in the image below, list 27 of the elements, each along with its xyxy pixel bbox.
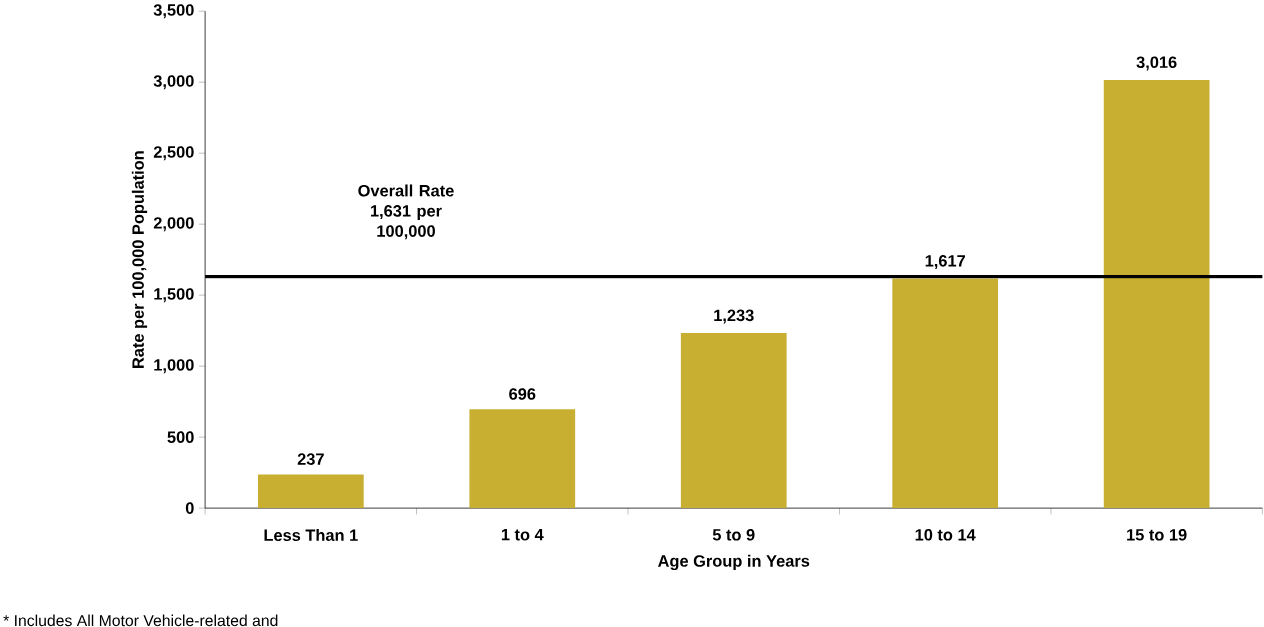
data-label: 1,617 xyxy=(925,254,965,269)
data-label: 1,233 xyxy=(714,309,754,324)
x-tick-label: Less Than 1 xyxy=(264,528,358,541)
y-tick-label: 3,000 xyxy=(153,75,194,89)
y-tick-label: 500 xyxy=(167,431,194,443)
bar xyxy=(892,278,999,508)
data-label: 3,016 xyxy=(1136,56,1177,71)
x-tick-label: 10 to 14 xyxy=(915,528,976,541)
x-tick-label: 15 to 19 xyxy=(1127,528,1187,541)
bar xyxy=(1103,79,1210,508)
y-tick-label: 3,500 xyxy=(153,4,194,18)
text: * Includes All Motor Vehicle-related and xyxy=(3,614,278,626)
x-tick-label: 5 to 9 xyxy=(712,528,755,541)
y-axis-title: Rate per 100,000 Population xyxy=(131,151,148,368)
data-label: 237 xyxy=(297,453,324,465)
y-tick-label: 0 xyxy=(185,502,194,514)
bar xyxy=(469,409,576,508)
ref-line-label: Overall Rate 1,631 per 100,000 xyxy=(358,184,454,240)
y-tick-label: 2,500 xyxy=(153,145,194,160)
bar xyxy=(257,474,364,508)
data-label: 696 xyxy=(509,387,536,400)
y-tick-label: 2,000 xyxy=(153,216,194,231)
x-tick-label: 1 to 4 xyxy=(501,528,544,541)
y-tick-label: 1,000 xyxy=(154,358,194,373)
y-tick-label: 1,500 xyxy=(154,287,194,302)
x-axis-title: Age Group in Years xyxy=(658,554,810,570)
bar xyxy=(680,332,787,508)
